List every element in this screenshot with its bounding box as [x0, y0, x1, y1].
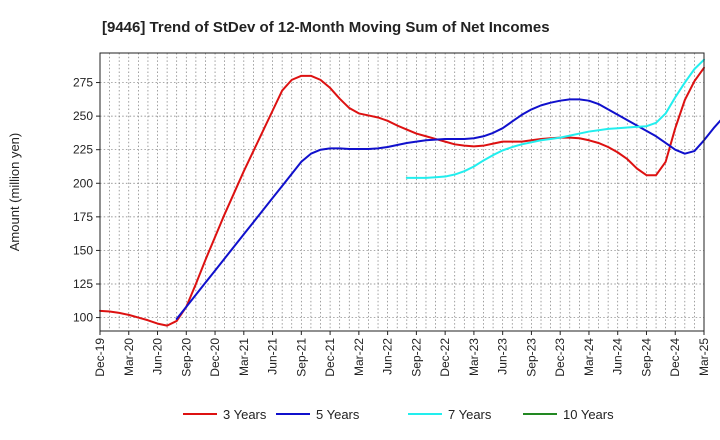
- series-line: [175, 98, 720, 320]
- x-tick-label: Jun-22: [381, 338, 395, 375]
- legend: 3 Years 5 Years 7 Years 10 Years: [183, 407, 614, 422]
- x-tick-label: Sep-24: [639, 338, 653, 377]
- axes: 100 125 150 175 200 225 250 275 Dec-19 Mar-20 Jun-…: [73, 52, 711, 377]
- x-tick-label: Mar-23: [467, 338, 481, 376]
- y-tick-label: 150: [73, 243, 93, 257]
- x-tick-label: Dec-20: [208, 338, 222, 377]
- series-line: [99, 66, 705, 327]
- x-tick-label: Sep-22: [409, 338, 423, 377]
- x-tick-label: Jun-23: [496, 338, 510, 375]
- x-tick-label: Mar-20: [122, 338, 136, 376]
- y-tick-label: 100: [73, 311, 93, 325]
- x-tick-label: Dec-22: [438, 338, 452, 377]
- y-axis-label: Amount (million yen): [7, 133, 22, 252]
- series-line: [405, 58, 705, 179]
- x-tick-label: Sep-20: [179, 338, 193, 377]
- y-tick-label: 125: [73, 277, 93, 291]
- y-tick-label: 275: [73, 76, 93, 90]
- x-tick-label: Mar-25: [697, 338, 711, 376]
- legend-label: 3 Years: [223, 407, 267, 422]
- y-tick-label: 225: [73, 143, 93, 157]
- legend-label: 5 Years: [316, 407, 360, 422]
- legend-label: 10 Years: [563, 407, 614, 422]
- x-tick-label: Dec-19: [93, 338, 107, 377]
- x-tick-label: Mar-24: [582, 338, 596, 376]
- x-tick-label: Jun-24: [611, 338, 625, 375]
- x-tick-label: Dec-23: [553, 338, 567, 377]
- x-tick-label: Jun-20: [151, 338, 165, 375]
- y-tick-label: 250: [73, 109, 93, 123]
- x-tick-label: Dec-24: [668, 338, 682, 377]
- plot-area: [100, 53, 704, 331]
- plot-background: [100, 53, 704, 331]
- series-lines: [99, 58, 720, 327]
- x-tick-label: Jun-21: [266, 338, 280, 375]
- y-tick-label: 175: [73, 210, 93, 224]
- x-tick-label: Dec-21: [323, 338, 337, 377]
- y-tick-label: 200: [73, 176, 93, 190]
- x-tick-label: Sep-23: [524, 338, 538, 377]
- plot-frame: [99, 52, 705, 332]
- x-tick-label: Sep-21: [294, 338, 308, 377]
- chart-title: [9446] Trend of StDev of 12-Month Moving…: [102, 19, 550, 36]
- x-tick-label: Mar-21: [237, 338, 251, 376]
- x-tick-label: Mar-22: [352, 338, 366, 376]
- grid: [100, 53, 704, 331]
- legend-label: 7 Years: [448, 407, 492, 422]
